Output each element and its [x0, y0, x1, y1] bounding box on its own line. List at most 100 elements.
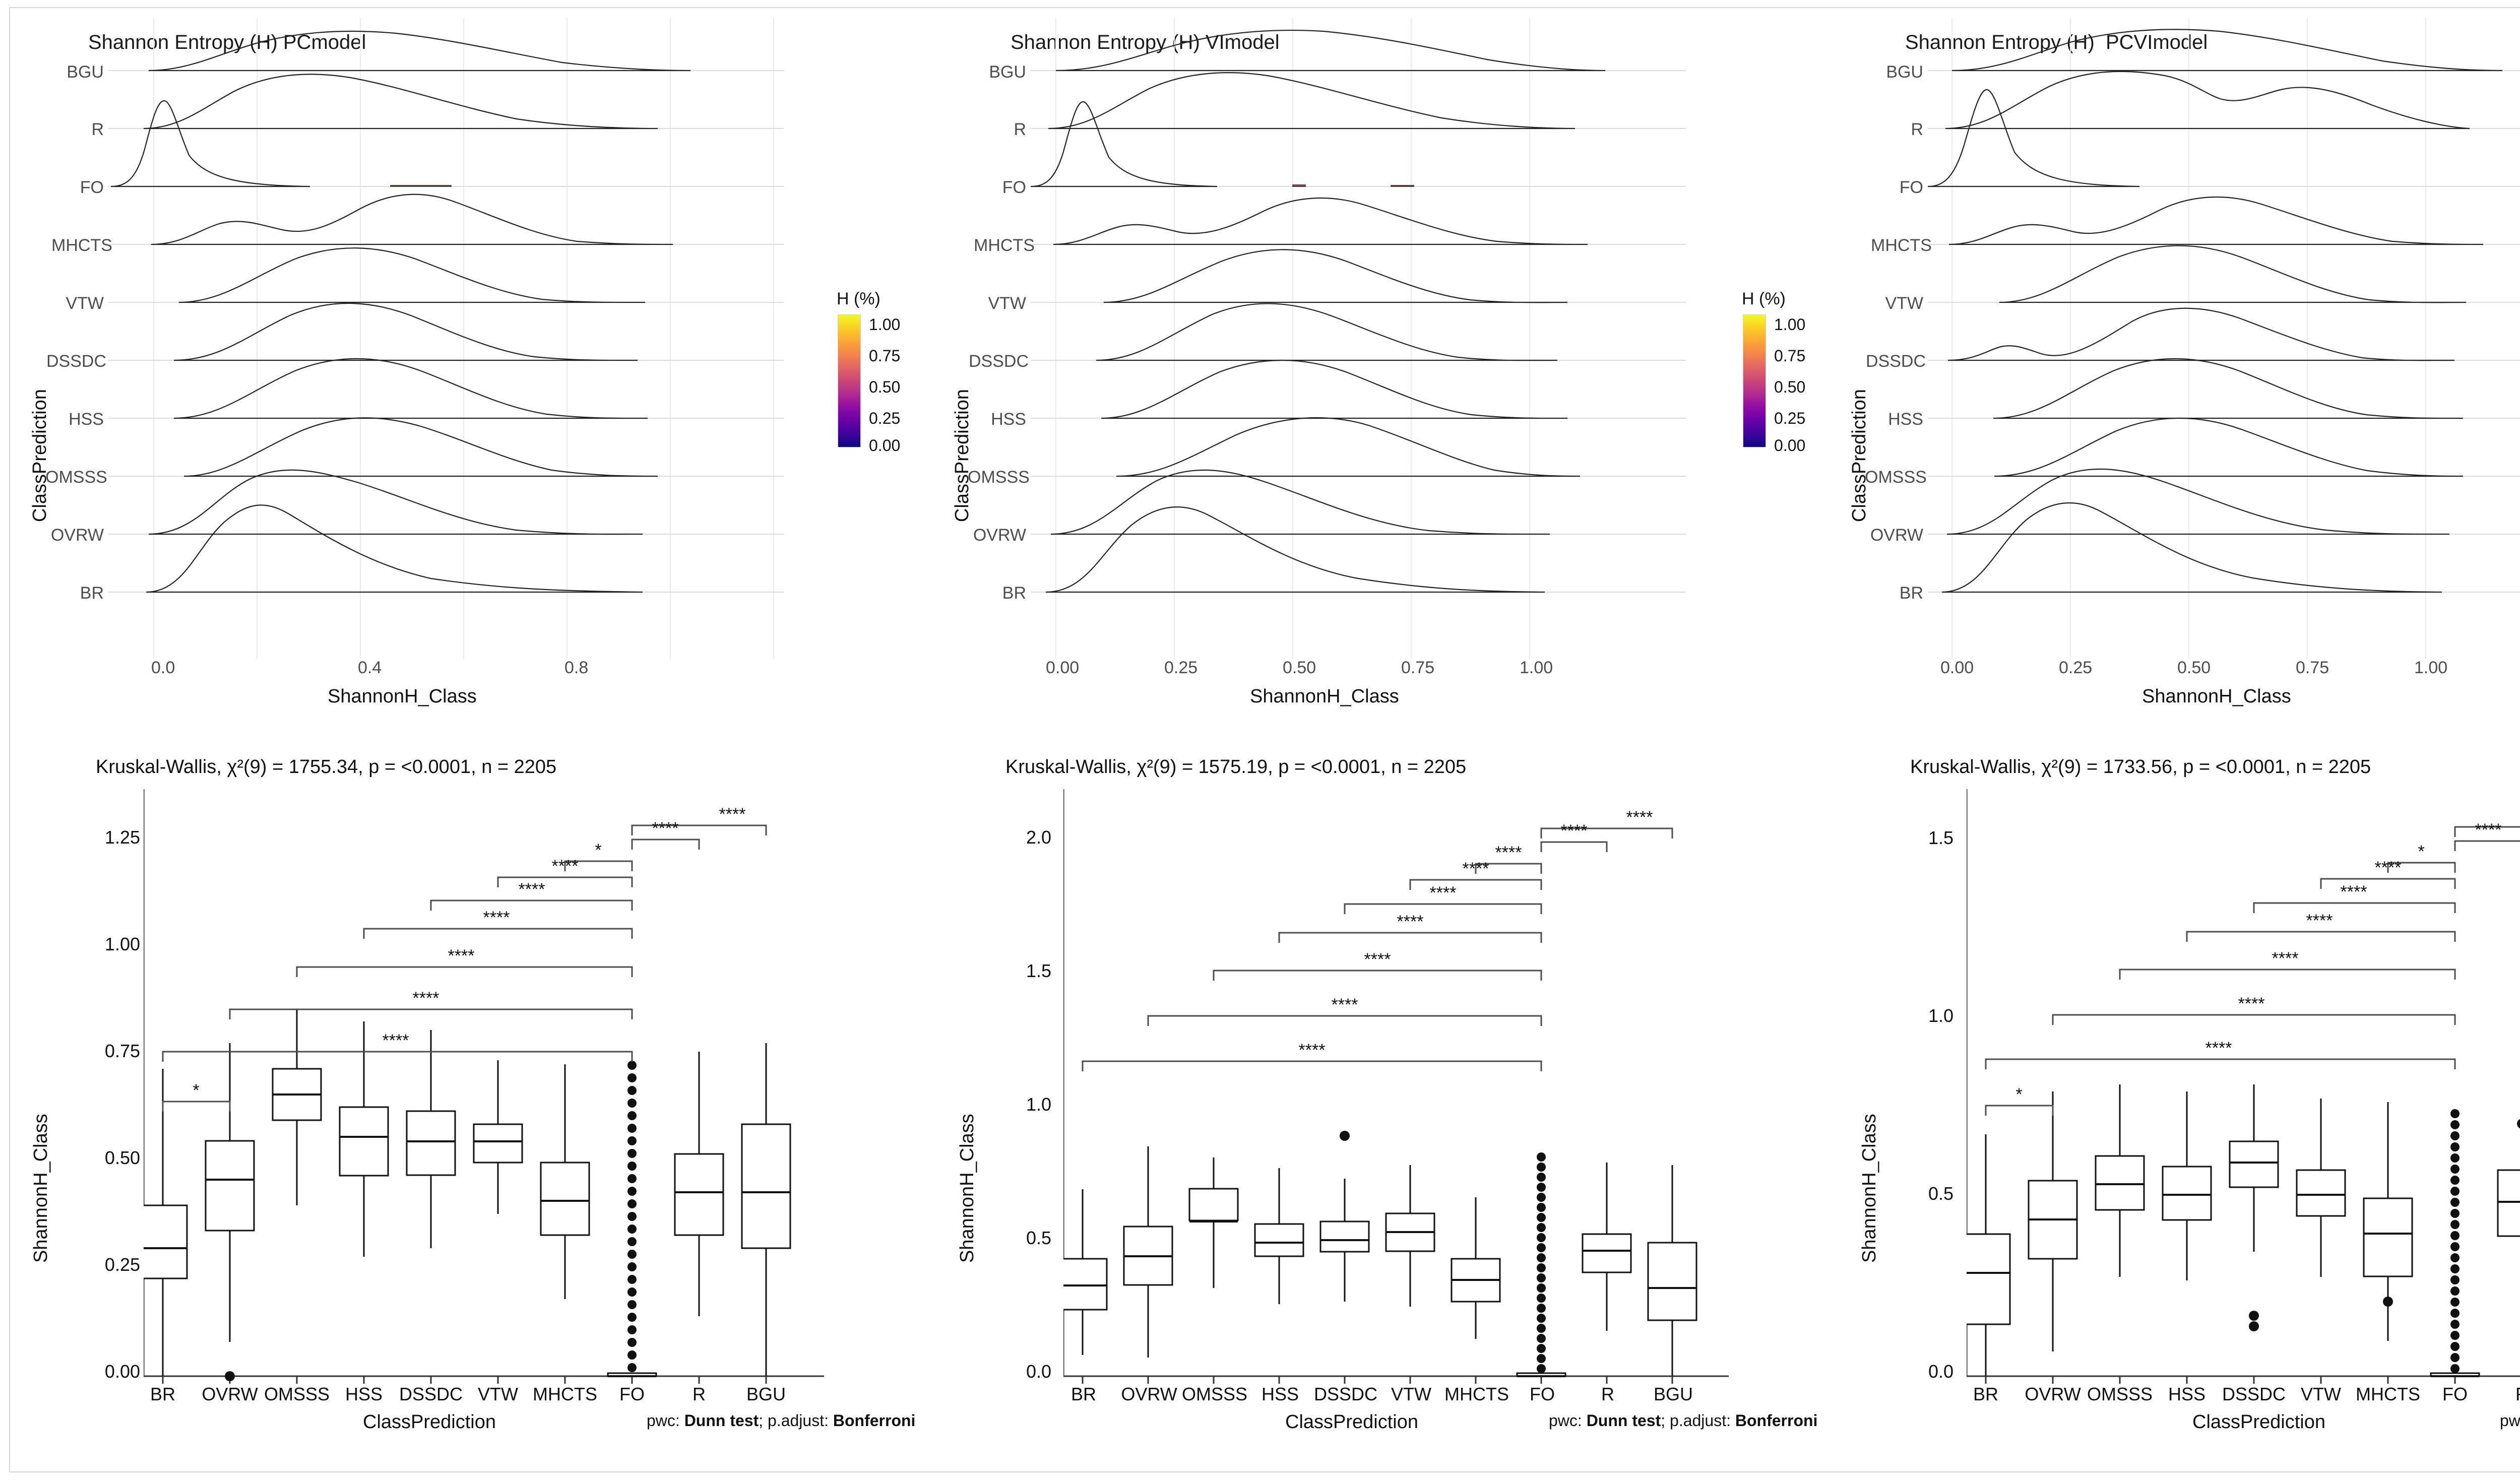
box-xtick-1-mhcts: MHCTS [533, 1384, 597, 1404]
box-ytick-1-1: 0.25 [104, 1254, 140, 1275]
ridgeline-canvas-pcmodel [108, 18, 784, 659]
legend-title-pcmodel: H (%) [837, 289, 880, 308]
box-xtick-1-dssdc: DSSDC [399, 1384, 463, 1404]
boxplot-xlabel-pcmodel: ClassPrediction [363, 1411, 496, 1433]
box-xtick-1-r: R [692, 1384, 706, 1404]
boxplot-canvas-pcmodel: **** **** **** **** **** **** * **** ***… [144, 789, 824, 1384]
legend-colorbar-vimodel [1743, 314, 1766, 447]
box-xtick-2-br: BR [1070, 1384, 1096, 1404]
footer-test-1: Dunn test [684, 1411, 759, 1430]
svg-text:****: **** [2238, 994, 2265, 1013]
boxplot-ylabel-pcmodel: ShannonH_Class [30, 1114, 51, 1263]
box-ytick-3-1: 0.5 [1928, 1183, 1954, 1204]
ridge-ytick-mhcts-1: MHCTS [51, 236, 112, 255]
boxplot-panel-pcmodel: Kruskal-Wallis, χ²(9) = 1755.34, p = <0.… [10, 729, 937, 1459]
ridgeline-canvas-pcvimodel [1928, 18, 2520, 659]
box-ytick-3-3: 1.5 [1928, 827, 1954, 848]
ridge-ytick-hss-2: HSS [991, 410, 1026, 429]
ridgeline-panel-vimodel: Shannon Entropy (H) VImodel ClassPredict… [937, 8, 1840, 714]
box-xtick-2-bgu: BGU [1653, 1384, 1693, 1404]
ridge-ytick-mhcts-3: MHCTS [1871, 236, 1932, 255]
boxplot-ylabel-pcvimodel: ShannonH_Class [1859, 1114, 1880, 1263]
svg-text:****: **** [1561, 821, 1588, 841]
footer-adjust-1: Bonferroni [833, 1411, 916, 1430]
ridge-xtick-3-1: 0.25 [2059, 658, 2093, 677]
ridge-ytick-fo-3: FO [1899, 178, 1923, 197]
ridge-ytick-r-2: R [1014, 120, 1026, 139]
boxplot-xlabel-pcvimodel: ClassPrediction [2192, 1411, 2325, 1433]
box-xtick-3-fo: FO [2442, 1384, 2468, 1404]
box-xtick-1-ovrw: OVRW [202, 1384, 258, 1404]
box-xtick-3-ovrw: OVRW [2025, 1384, 2081, 1404]
ridge-xtick-3-2: 0.50 [2177, 658, 2211, 677]
ridge-ytick-bgu-3: BGU [1886, 62, 1923, 82]
box-xtick-2-fo: FO [1530, 1384, 1555, 1404]
ridge-ytick-omsss-3: OMSSS [1865, 468, 1927, 487]
ridge-ytick-ovrw-1: OVRW [50, 526, 104, 545]
legend-colorbar-pcmodel [838, 314, 861, 447]
ridgeline-title-pcvimodel: Shannon Entropy (H) PCVImodel [1905, 31, 2208, 53]
boxplot-panel-pcvimodel: Kruskal-Wallis, χ²(9) = 1733.56, p = <0.… [1840, 729, 2520, 1459]
boxplot-subtitle-pcvimodel: Kruskal-Wallis, χ²(9) = 1733.56, p = <0.… [1910, 756, 2371, 778]
box-ytick-2-3: 1.5 [1026, 960, 1051, 981]
ridge-xtick-3-3: 0.75 [2296, 658, 2329, 677]
svg-text:****: **** [2206, 1039, 2232, 1058]
ridge-xtick-1-1: 0.4 [358, 658, 382, 677]
boxplot-canvas-vimodel: **** **** **** **** **** **** **** **** … [1063, 789, 1729, 1384]
svg-text:****: **** [1495, 843, 1522, 862]
boxplot-subtitle-vimodel: Kruskal-Wallis, χ²(9) = 1575.19, p = <0.… [1005, 756, 1467, 778]
footer-mid-2: ; p.adjust: [1661, 1411, 1735, 1430]
footer-test-2: Dunn test [1586, 1411, 1661, 1430]
ridge-ytick-dssdc-3: DSSDC [1866, 352, 1926, 371]
ridgeline-xlabel-pcmodel: ShannonH_Class [328, 686, 477, 707]
box-ytick-3-2: 1.0 [1928, 1005, 1954, 1026]
ridge-xtick-1-2: 0.8 [564, 658, 589, 677]
svg-text:*: * [193, 1081, 199, 1100]
boxplot-canvas-pcvimodel: **** **** **** **** **** **** * **** ***… [1967, 789, 2520, 1384]
box-ytick-1-0: 0.00 [104, 1361, 140, 1382]
ridge-ytick-br-1: BR [80, 584, 104, 603]
figure-frame: Shannon Entropy (H) PCmodel ClassPredict… [9, 7, 2520, 1472]
box-xtick-3-mhcts: MHCTS [2356, 1384, 2420, 1404]
box-xtick-2-hss: HSS [1261, 1384, 1299, 1404]
svg-text:****: **** [413, 989, 439, 1008]
ridge-ytick-r-1: R [91, 120, 104, 139]
legend-tick-2-100: 1.00 [1774, 315, 1806, 334]
legend-tick-1-100: 1.00 [869, 315, 901, 334]
svg-text:****: **** [519, 880, 545, 899]
ridge-ytick-bgu-1: BGU [67, 62, 104, 82]
ridge-xtick-3-4: 1.00 [2414, 658, 2448, 677]
ridge-ytick-ovrw-2: OVRW [973, 526, 1026, 545]
box-ytick-2-1: 0.5 [1026, 1228, 1051, 1248]
box-xtick-1-omsss: OMSSS [264, 1384, 330, 1404]
box-xtick-1-br: BR [150, 1384, 175, 1404]
box-ytick-1-2: 0.50 [104, 1147, 140, 1168]
ridge-ytick-bgu-2: BGU [989, 62, 1026, 82]
ridge-xtick-3-0: 0.00 [1940, 658, 1974, 677]
ridge-xtick-2-0: 0.00 [1046, 658, 1080, 677]
footer-mid-1: ; p.adjust: [759, 1411, 833, 1430]
box-xtick-3-br: BR [1973, 1384, 1998, 1404]
svg-text:****: **** [719, 805, 746, 824]
box-xtick-3-omsss: OMSSS [2087, 1384, 2153, 1404]
footer-caption-pcmodel: pwc: Dunn test; p.adjust: Bonferroni [647, 1411, 915, 1430]
legend-tick-1-050: 0.50 [869, 378, 901, 396]
box-ytick-3-0: 0.0 [1928, 1361, 1954, 1382]
ridgeline-panel-pcmodel: Shannon Entropy (H) PCmodel ClassPredict… [10, 8, 937, 714]
legend-tick-1-000: 0.00 [869, 436, 901, 455]
ridge-ytick-vtw-2: VTW [988, 294, 1026, 313]
ridge-xtick-2-4: 1.00 [1520, 658, 1553, 677]
svg-text:****: **** [1430, 883, 1457, 903]
ridgeline-canvas-vimodel [1031, 18, 1686, 659]
ridge-ytick-vtw-1: VTW [66, 294, 104, 313]
ridgeline-ylabel-vimodel: ClassPrediction [952, 389, 973, 522]
footer-caption-pcvimodel: pwc: Dunn test; p.adjust: Bonferroni [2500, 1411, 2520, 1430]
boxplot-xlabel-vimodel: ClassPrediction [1285, 1411, 1418, 1433]
boxplot-ylabel-vimodel: ShannonH_Class [957, 1114, 978, 1263]
ridge-ytick-omsss-1: OMSSS [45, 468, 107, 487]
svg-text:****: **** [483, 908, 510, 927]
ridge-ytick-fo-2: FO [1002, 178, 1026, 197]
ridgeline-ylabel-pcvimodel: ClassPrediction [1849, 389, 1870, 522]
svg-text:****: **** [552, 857, 579, 876]
box-ytick-2-0: 0.0 [1026, 1361, 1051, 1382]
